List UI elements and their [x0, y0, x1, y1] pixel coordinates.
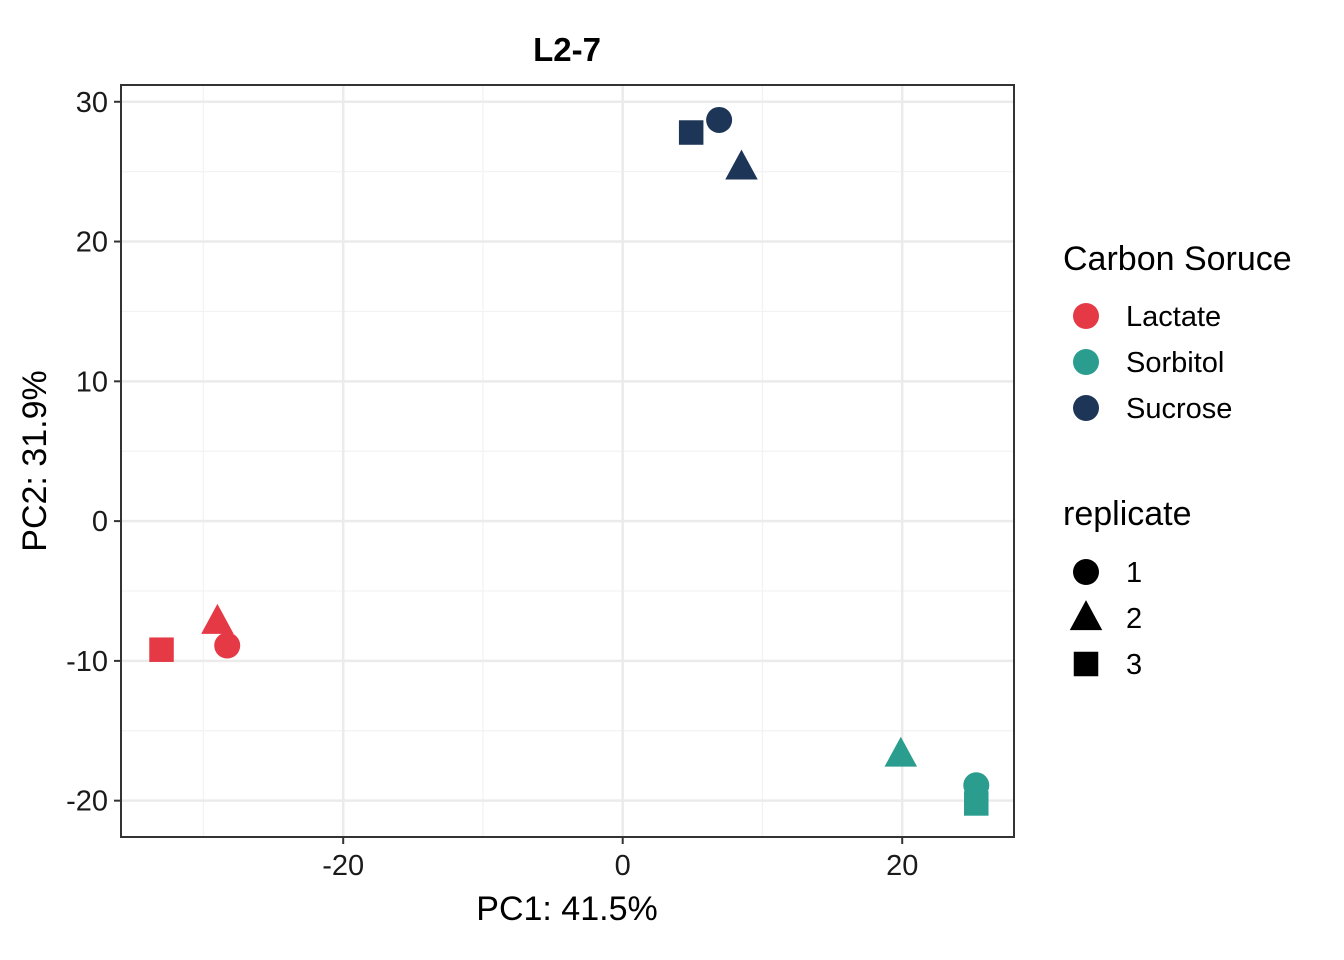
legend-key-replicate-1 [1073, 559, 1099, 585]
legend-key-replicate-3 [1073, 651, 1099, 677]
point-lactate-rep2 [201, 603, 234, 634]
replicate-legend: replicate 1 2 3 [1063, 495, 1192, 681]
y-tick-label: -10 [66, 646, 108, 678]
legend-key-lactate [1073, 303, 1099, 329]
legend-label-replicate-2: 2 [1126, 603, 1142, 635]
carbon-source-legend: Carbon Soruce Lactate Sorbitol Sucrose [1063, 240, 1292, 425]
y-tick-label: 0 [92, 506, 108, 538]
point-sucrose-rep2 [725, 149, 758, 180]
point-lactate-rep3 [149, 637, 174, 662]
x-tick-label: -20 [322, 850, 364, 882]
y-axis-label: PC2: 31.9% [16, 370, 54, 551]
minor-gridlines [121, 85, 1014, 837]
x-tick-label: 20 [886, 850, 918, 882]
x-axis-label: PC1: 41.5% [476, 890, 657, 928]
point-sorbitol-rep2 [884, 736, 918, 767]
x-tick-label: 0 [615, 850, 631, 882]
replicate-legend-title: replicate [1063, 495, 1192, 533]
x-axis-ticks: -20 0 20 [322, 837, 918, 882]
point-sucrose-rep1 [706, 106, 733, 133]
legend-key-sucrose [1073, 395, 1099, 421]
legend-key-sorbitol [1073, 349, 1099, 375]
y-tick-label: 30 [76, 87, 108, 119]
legend-key-replicate-2 [1069, 600, 1103, 631]
y-tick-label: 10 [76, 366, 108, 398]
point-sucrose-rep3 [678, 120, 704, 145]
point-sorbitol-rep3 [964, 791, 989, 816]
y-axis-ticks: -20 -10 0 10 20 30 [66, 87, 121, 818]
legend-label-replicate-1: 1 [1126, 557, 1142, 589]
panel-border [120, 84, 1015, 838]
legend-label-sucrose: Sucrose [1126, 393, 1232, 425]
carbon-source-legend-title: Carbon Soruce [1063, 240, 1292, 278]
point-lactate-rep1 [214, 632, 241, 659]
y-tick-label: 20 [76, 227, 108, 259]
legend-label-lactate: Lactate [1126, 301, 1221, 333]
chart-title: L2-7 [533, 31, 601, 68]
legend-label-sorbitol: Sorbitol [1126, 347, 1224, 379]
data-points [149, 106, 990, 816]
legend-label-replicate-3: 3 [1126, 649, 1142, 681]
y-tick-label: -20 [66, 786, 108, 818]
major-gridlines [121, 85, 1014, 837]
